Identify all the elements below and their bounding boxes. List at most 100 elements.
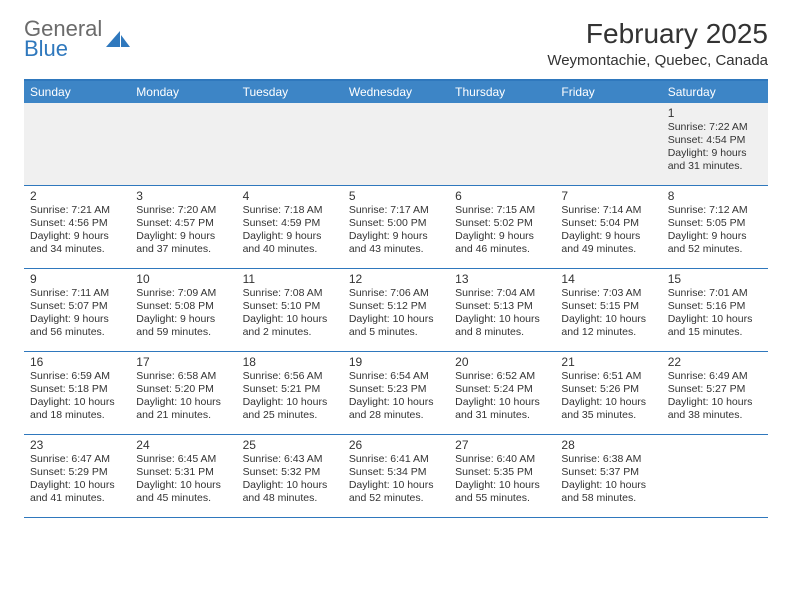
sunrise-text: Sunrise: 6:51 AM bbox=[561, 370, 655, 383]
sunset-text: Sunset: 5:35 PM bbox=[455, 466, 549, 479]
dow-saturday: Saturday bbox=[662, 81, 768, 103]
dl2-text: and 52 minutes. bbox=[668, 243, 762, 256]
calendar-day: 15Sunrise: 7:01 AMSunset: 5:16 PMDayligh… bbox=[662, 269, 768, 351]
sunrise-text: Sunrise: 6:58 AM bbox=[136, 370, 230, 383]
day-number: 26 bbox=[349, 438, 443, 452]
dl2-text: and 48 minutes. bbox=[243, 492, 337, 505]
sunrise-text: Sunrise: 7:14 AM bbox=[561, 204, 655, 217]
sunrise-text: Sunrise: 7:12 AM bbox=[668, 204, 762, 217]
dl2-text: and 59 minutes. bbox=[136, 326, 230, 339]
dow-wednesday: Wednesday bbox=[343, 81, 449, 103]
sunset-text: Sunset: 5:05 PM bbox=[668, 217, 762, 230]
dl2-text: and 55 minutes. bbox=[455, 492, 549, 505]
dl2-text: and 25 minutes. bbox=[243, 409, 337, 422]
dl2-text: and 37 minutes. bbox=[136, 243, 230, 256]
sunset-text: Sunset: 5:08 PM bbox=[136, 300, 230, 313]
day-number: 17 bbox=[136, 355, 230, 369]
day-number: 8 bbox=[668, 189, 762, 203]
title-block: February 2025 Weymontachie, Quebec, Cana… bbox=[547, 18, 768, 69]
dl1-text: Daylight: 9 hours bbox=[455, 230, 549, 243]
sunrise-text: Sunrise: 7:15 AM bbox=[455, 204, 549, 217]
sunset-text: Sunset: 5:27 PM bbox=[668, 383, 762, 396]
dl2-text: and 12 minutes. bbox=[561, 326, 655, 339]
dl2-text: and 8 minutes. bbox=[455, 326, 549, 339]
dl2-text: and 45 minutes. bbox=[136, 492, 230, 505]
dl1-text: Daylight: 9 hours bbox=[243, 230, 337, 243]
dl1-text: Daylight: 9 hours bbox=[136, 230, 230, 243]
dl1-text: Daylight: 9 hours bbox=[561, 230, 655, 243]
day-number: 11 bbox=[243, 272, 337, 286]
sunset-text: Sunset: 5:10 PM bbox=[243, 300, 337, 313]
sunset-text: Sunset: 5:23 PM bbox=[349, 383, 443, 396]
day-number: 19 bbox=[349, 355, 443, 369]
calendar-week: 16Sunrise: 6:59 AMSunset: 5:18 PMDayligh… bbox=[24, 352, 768, 435]
dl2-text: and 2 minutes. bbox=[243, 326, 337, 339]
day-number: 27 bbox=[455, 438, 549, 452]
dl1-text: Daylight: 10 hours bbox=[349, 313, 443, 326]
day-number: 7 bbox=[561, 189, 655, 203]
sunset-text: Sunset: 5:20 PM bbox=[136, 383, 230, 396]
dl2-text: and 46 minutes. bbox=[455, 243, 549, 256]
sunrise-text: Sunrise: 7:08 AM bbox=[243, 287, 337, 300]
dl2-text: and 31 minutes. bbox=[668, 160, 762, 173]
sail-icon bbox=[106, 29, 132, 49]
day-number: 1 bbox=[668, 106, 762, 120]
sunrise-text: Sunrise: 7:09 AM bbox=[136, 287, 230, 300]
day-number: 12 bbox=[349, 272, 443, 286]
dl1-text: Daylight: 9 hours bbox=[136, 313, 230, 326]
dl1-text: Daylight: 10 hours bbox=[30, 479, 124, 492]
calendar-week: 9Sunrise: 7:11 AMSunset: 5:07 PMDaylight… bbox=[24, 269, 768, 352]
dow-friday: Friday bbox=[555, 81, 661, 103]
calendar-empty-cell bbox=[662, 435, 768, 517]
day-number: 9 bbox=[30, 272, 124, 286]
dl1-text: Daylight: 10 hours bbox=[349, 479, 443, 492]
dl2-text: and 5 minutes. bbox=[349, 326, 443, 339]
dl2-text: and 49 minutes. bbox=[561, 243, 655, 256]
sunset-text: Sunset: 4:54 PM bbox=[668, 134, 762, 147]
calendar-day: 22Sunrise: 6:49 AMSunset: 5:27 PMDayligh… bbox=[662, 352, 768, 434]
sunrise-text: Sunrise: 6:40 AM bbox=[455, 453, 549, 466]
day-of-week-header: Sunday Monday Tuesday Wednesday Thursday… bbox=[24, 81, 768, 103]
day-number: 28 bbox=[561, 438, 655, 452]
day-number: 21 bbox=[561, 355, 655, 369]
calendar-day: 7Sunrise: 7:14 AMSunset: 5:04 PMDaylight… bbox=[555, 186, 661, 268]
calendar-day: 24Sunrise: 6:45 AMSunset: 5:31 PMDayligh… bbox=[130, 435, 236, 517]
calendar-day: 1Sunrise: 7:22 AMSunset: 4:54 PMDaylight… bbox=[662, 103, 768, 185]
day-number: 13 bbox=[455, 272, 549, 286]
calendar-day: 25Sunrise: 6:43 AMSunset: 5:32 PMDayligh… bbox=[237, 435, 343, 517]
calendar-day: 18Sunrise: 6:56 AMSunset: 5:21 PMDayligh… bbox=[237, 352, 343, 434]
sunset-text: Sunset: 5:34 PM bbox=[349, 466, 443, 479]
brand-text: General Blue bbox=[24, 18, 102, 60]
day-number: 25 bbox=[243, 438, 337, 452]
sunset-text: Sunset: 4:59 PM bbox=[243, 217, 337, 230]
sunrise-text: Sunrise: 6:56 AM bbox=[243, 370, 337, 383]
calendar-empty-cell bbox=[237, 103, 343, 185]
sunset-text: Sunset: 5:37 PM bbox=[561, 466, 655, 479]
calendar-empty-cell bbox=[130, 103, 236, 185]
sunrise-text: Sunrise: 6:54 AM bbox=[349, 370, 443, 383]
sunset-text: Sunset: 5:16 PM bbox=[668, 300, 762, 313]
sunrise-text: Sunrise: 6:59 AM bbox=[30, 370, 124, 383]
sunrise-text: Sunrise: 6:45 AM bbox=[136, 453, 230, 466]
dl2-text: and 56 minutes. bbox=[30, 326, 124, 339]
dl2-text: and 43 minutes. bbox=[349, 243, 443, 256]
calendar-day: 26Sunrise: 6:41 AMSunset: 5:34 PMDayligh… bbox=[343, 435, 449, 517]
dl1-text: Daylight: 9 hours bbox=[668, 147, 762, 160]
dl1-text: Daylight: 9 hours bbox=[30, 313, 124, 326]
day-number: 4 bbox=[243, 189, 337, 203]
page-title: February 2025 bbox=[547, 18, 768, 50]
calendar-day: 19Sunrise: 6:54 AMSunset: 5:23 PMDayligh… bbox=[343, 352, 449, 434]
calendar-day: 27Sunrise: 6:40 AMSunset: 5:35 PMDayligh… bbox=[449, 435, 555, 517]
sunset-text: Sunset: 4:57 PM bbox=[136, 217, 230, 230]
day-number: 5 bbox=[349, 189, 443, 203]
calendar-day: 17Sunrise: 6:58 AMSunset: 5:20 PMDayligh… bbox=[130, 352, 236, 434]
calendar-day: 5Sunrise: 7:17 AMSunset: 5:00 PMDaylight… bbox=[343, 186, 449, 268]
calendar-day: 21Sunrise: 6:51 AMSunset: 5:26 PMDayligh… bbox=[555, 352, 661, 434]
sunset-text: Sunset: 5:26 PM bbox=[561, 383, 655, 396]
calendar-grid: 1Sunrise: 7:22 AMSunset: 4:54 PMDaylight… bbox=[24, 103, 768, 518]
sunrise-text: Sunrise: 7:18 AM bbox=[243, 204, 337, 217]
day-number: 15 bbox=[668, 272, 762, 286]
dl1-text: Daylight: 10 hours bbox=[668, 313, 762, 326]
sunrise-text: Sunrise: 7:11 AM bbox=[30, 287, 124, 300]
calendar-empty-cell bbox=[449, 103, 555, 185]
